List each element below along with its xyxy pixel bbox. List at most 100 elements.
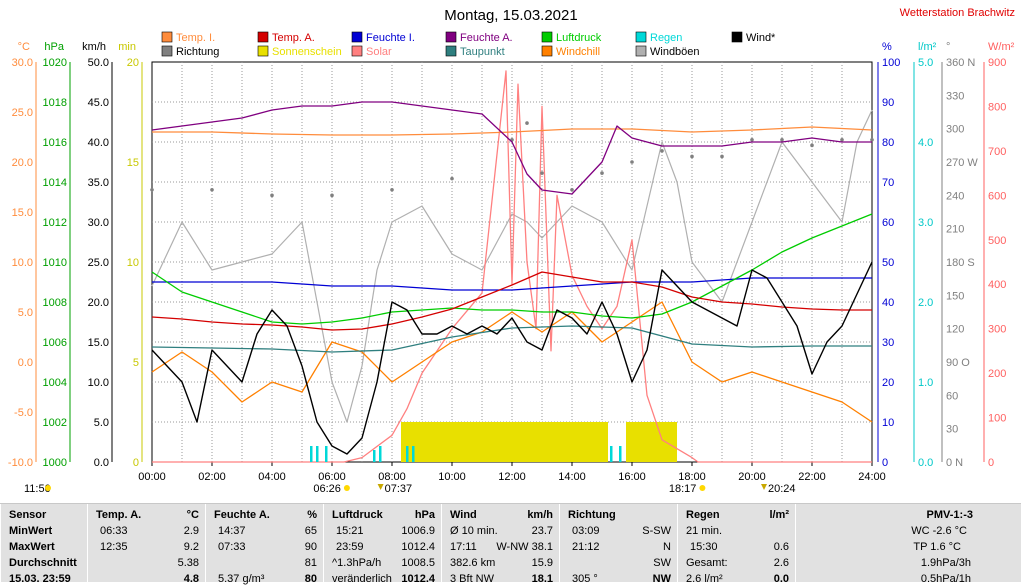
left-axis-tick: 1016 [43,137,67,149]
temp-max-time: 12:35 [100,541,128,553]
wind-max-value: W-NW 38.1 [496,541,553,553]
series-richtung-point [840,137,844,142]
legend-label: Temp. I. [176,32,215,44]
series-richtung-point [270,193,274,198]
legend-label: Windchill [556,46,600,58]
feuchte-min-value: 65 [304,525,317,537]
right-axis-tick: 100 [988,413,1006,425]
row-label-min: MinWert [9,525,53,537]
series-regen-bar [406,446,409,462]
left-axis-unit: °C [18,41,30,53]
row-label-sensor: Sensor [9,509,47,521]
legend-swatch [161,31,173,43]
right-axis-tick: 600 [988,190,1006,202]
left-axis-tick: 15 [127,157,139,169]
x-tick-label: 14:00 [558,471,586,483]
wind-unit: km/h [527,509,553,521]
luftdruck-avg-value: 1008.5 [401,557,435,569]
sun-marker [343,485,350,491]
series-richtung-point [525,121,529,125]
right-axis-tick: 4.0 [918,137,933,149]
sun-marker [699,485,706,491]
right-axis-tick: 90 [882,97,894,109]
temp-current-value: 4.8 [183,573,199,585]
series-richtung-point [630,160,634,164]
series-temp-a--line [151,271,872,331]
right-axis-tick: 270 W [946,157,978,169]
right-axis-tick: 20 [882,377,894,389]
row-label-max: MaxWert [9,541,55,553]
legend-swatch [161,45,173,57]
wind-distance: 382.6 km [450,557,496,569]
series-richtung-point [750,137,754,142]
series-richtung-point [150,187,154,192]
right-axis-tick: 1.0 [918,377,933,389]
stats-table: Sensor MinWert MaxWert Durchschnitt 15.0… [0,503,1021,585]
right-axis-tick: 900 [988,57,1006,69]
regen-sum: 2.6 l/m² [686,573,723,585]
luftdruck-current-value: 1012.4 [401,573,435,585]
table-col-richtung: Richtung 03:09 S-SW 21:12 N SW 305 ° NW [559,504,677,585]
series-windchill-line [151,301,873,423]
left-axis-tick: 40.0 [88,137,109,149]
left-axis-tick: 1018 [43,97,67,109]
series-richtung-point [600,171,604,175]
regen-current-value: 0.0 [773,573,789,585]
right-axis-tick: 210 [946,224,964,236]
series-regen-bar [310,446,313,462]
legend-label: Regen [650,32,682,44]
series-richtung-point [330,193,334,198]
left-axis-unit: km/h [82,41,106,53]
left-axis-tick: 1012 [43,217,67,229]
right-axis-tick: 700 [988,146,1006,158]
legend-label: Sonnenschein [272,46,342,58]
left-axis-tick: 5.0 [18,307,33,319]
left-axis-tick: -5.0 [14,407,33,419]
right-axis-tick: 70 [882,177,894,189]
feuchte-absolute: 5.37 g/m³ [218,573,265,585]
legend-label: Luftdruck [556,32,602,44]
right-axis-tick: 330 [946,90,964,102]
pmv-dewpoint: TP 1.6 °C [913,541,961,553]
wind-avg10-label: Ø 10 min. [450,525,498,537]
left-axis-tick: 10 [127,257,139,269]
right-axis-tick: 0 N [946,457,963,469]
sunset-label: 18:17 [669,483,697,495]
right-axis-tick: 180 S [946,257,975,269]
left-axis-tick: 20.0 [12,157,33,169]
feuchte-avg-value: 81 [304,557,317,569]
series-richtung-point [660,149,664,153]
right-axis-tick: 120 [946,324,964,336]
feuchte-title: Feuchte A. [214,509,270,521]
x-tick-label: 16:00 [618,471,646,483]
left-axis-tick: 15.0 [12,207,33,219]
feuchte-max-time: 07:33 [218,541,246,553]
regen-max-time: 15:30 [690,541,718,553]
series-feuchte-a--line [151,101,872,195]
x-tick-label: 00:00 [138,471,166,483]
legend-label: Solar [366,46,392,58]
right-axis-tick: 300 [946,124,964,136]
station-name: Wetterstation Brachwitz [900,7,1015,19]
left-axis-tick: 1004 [43,377,67,389]
right-axis-tick: 60 [946,390,958,402]
left-axis-tick: 10.0 [12,257,33,269]
richtung-avg-value: SW [653,557,671,569]
feuchte-current-value: 80 [304,573,317,585]
left-axis-tick: 5.0 [94,417,109,429]
right-axis-tick: 100 [882,57,900,69]
table-col-regen: Regen l/m² 21 min. 15:30 0.6 Gesamt: 2.6… [677,504,795,585]
luftdruck-min-value: 1006.9 [401,525,435,537]
series-taupunkt-line [151,325,872,353]
series-richtung-point [720,154,724,159]
series-feuchte-i--line [152,277,872,291]
left-axis-tick: 30.0 [12,57,33,69]
luftdruck-forecast: veränderlich [332,573,392,585]
legend-swatch [731,31,743,43]
row-labels: Sensor MinWert MaxWert Durchschnitt 15.0… [0,504,87,585]
table-col-luftdruck: Luftdruck hPa 15:21 1006.9 23:59 1012.4 … [323,504,441,585]
legend-swatch [257,31,269,43]
right-axis-tick: 30 [882,337,894,349]
luftdruck-min-time: 15:21 [336,525,364,537]
